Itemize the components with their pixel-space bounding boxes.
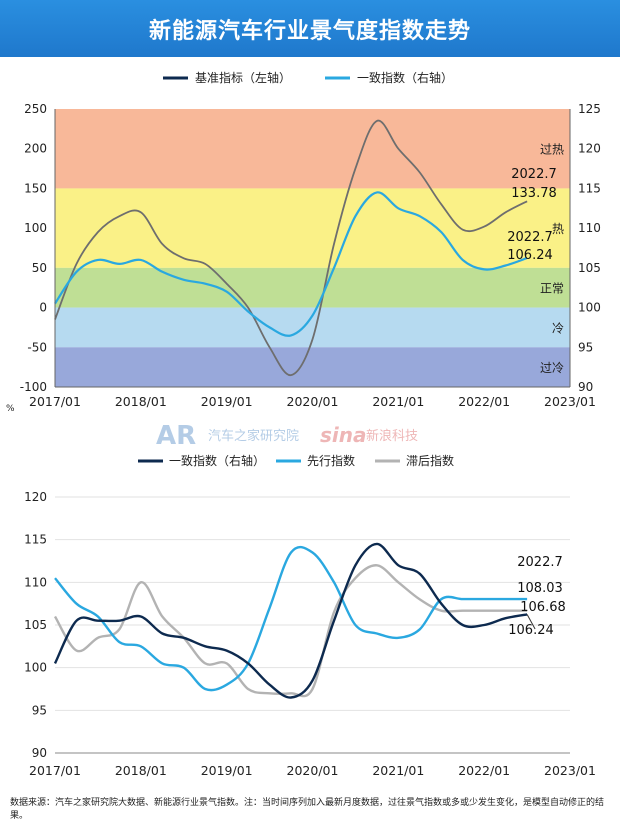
zone-label: 过冷 xyxy=(540,361,564,375)
y-tick-b: 110 xyxy=(24,575,47,589)
annotations: 2022.7 133.78 2022.7 106.24 xyxy=(507,167,557,263)
x-tick: 2022/01 xyxy=(458,394,510,409)
legend-top: 基准指标（左轴） 一致指数（右轴） xyxy=(163,70,453,85)
y-tick-b: 105 xyxy=(24,618,47,632)
legend-label-coincident-b: 一致指数（右轴） xyxy=(169,453,265,468)
data-label: 2022.7 xyxy=(507,230,553,245)
x-tick: 2020/01 xyxy=(287,394,339,409)
zone-label: 正常 xyxy=(540,282,564,296)
zone-band xyxy=(55,188,570,268)
series-line xyxy=(54,191,528,337)
series-group-b xyxy=(53,542,528,699)
x-tick-b: 2017/01 xyxy=(29,763,81,778)
x-tick-b: 2021/01 xyxy=(372,763,424,778)
legend-label-lagging: 滞后指数 xyxy=(406,453,454,468)
zone-label: 冷 xyxy=(552,321,564,335)
zone-band xyxy=(55,347,570,387)
y-tick-left: 100 xyxy=(24,221,47,235)
y-tick-left: 200 xyxy=(24,142,47,156)
y-tick-right: 120 xyxy=(578,142,601,156)
y-tick-right: 125 xyxy=(578,102,601,116)
y-tick-b: 95 xyxy=(32,703,47,717)
series-group xyxy=(54,119,528,376)
series-line xyxy=(54,119,528,376)
y-tick-b: 90 xyxy=(32,746,47,760)
x-tick-b: 2022/01 xyxy=(458,763,510,778)
y-tick-b: 100 xyxy=(24,661,47,675)
x-tick: 2017/01 xyxy=(29,394,81,409)
zone-label: 过热 xyxy=(540,143,564,157)
annotations-b: 2022.7 108.03 106.68 106.24 xyxy=(508,555,566,638)
legend-label-baseline: 基准指标（左轴） xyxy=(195,70,291,85)
leader-line xyxy=(526,614,536,630)
title-banner: 新能源汽车行业景气度指数走势 xyxy=(0,0,620,57)
data-label: 106.24 xyxy=(507,248,553,263)
legend-label-leading: 先行指数 xyxy=(307,453,355,468)
y-tick-right: 90 xyxy=(578,380,593,394)
series-line-b xyxy=(53,542,528,699)
x-unit: % xyxy=(6,404,15,414)
page-title: 新能源汽车行业景气度指数走势 xyxy=(148,18,471,44)
legend-label-coincident: 一致指数（右轴） xyxy=(357,70,453,85)
y-tick-left: -50 xyxy=(27,340,47,354)
y-tick-left: 250 xyxy=(24,102,47,116)
x-tick: 2019/01 xyxy=(201,394,253,409)
footnote: 数据来源：汽车之家研究院大数据、新能源行业景气指数。注：当时间序列加入最新月度数… xyxy=(10,798,605,821)
y-tick-b: 120 xyxy=(24,490,47,504)
zone-band xyxy=(55,267,570,308)
x-tick: 2023/01 xyxy=(544,394,596,409)
data-label-b: 108.03 xyxy=(517,581,563,596)
y-tick-right: 100 xyxy=(578,301,601,315)
data-label-b: 106.24 xyxy=(508,623,554,638)
data-label-b: 2022.7 xyxy=(517,555,563,570)
axes-b: 90 95 100 105 110 115 120 2017/01 2018/01 2019/01… xyxy=(24,490,596,778)
data-label-b: 106.68 xyxy=(520,600,566,615)
y-tick-b: 115 xyxy=(24,533,47,547)
x-tick-b: 2019/01 xyxy=(201,763,253,778)
y-tick-right: 115 xyxy=(578,181,601,195)
chart-bottom: 一致指数（右轴） 先行指数 滞后指数 90 95 100 105 110 115 120 20… xyxy=(24,453,596,778)
y-tick-right: 110 xyxy=(578,221,601,235)
y-tick-left: 0 xyxy=(39,301,47,315)
data-label: 2022.7 xyxy=(511,167,557,182)
x-tick-b: 2023/01 xyxy=(544,763,596,778)
series-line-b xyxy=(54,545,528,692)
x-tick: 2018/01 xyxy=(115,394,167,409)
y-tick-right: 95 xyxy=(578,340,593,354)
axes: -100 -50 0 50 100 150 200 250 90 95 100 105 110 115 12… xyxy=(6,102,601,414)
x-tick: 2021/01 xyxy=(372,394,424,409)
series-line-b xyxy=(53,564,528,698)
legend-bottom: 一致指数（右轴） 先行指数 滞后指数 xyxy=(138,453,454,468)
y-tick-left: -100 xyxy=(20,380,47,394)
zone-band xyxy=(55,109,570,189)
y-tick-right: 105 xyxy=(578,261,601,275)
x-tick-b: 2020/01 xyxy=(287,763,339,778)
grid-lines-b xyxy=(55,496,570,754)
y-tick-left: 50 xyxy=(32,261,47,275)
y-tick-left: 150 xyxy=(24,181,47,195)
data-label: 133.78 xyxy=(511,186,557,201)
x-tick-b: 2018/01 xyxy=(115,763,167,778)
zone-label: 热 xyxy=(552,222,564,236)
